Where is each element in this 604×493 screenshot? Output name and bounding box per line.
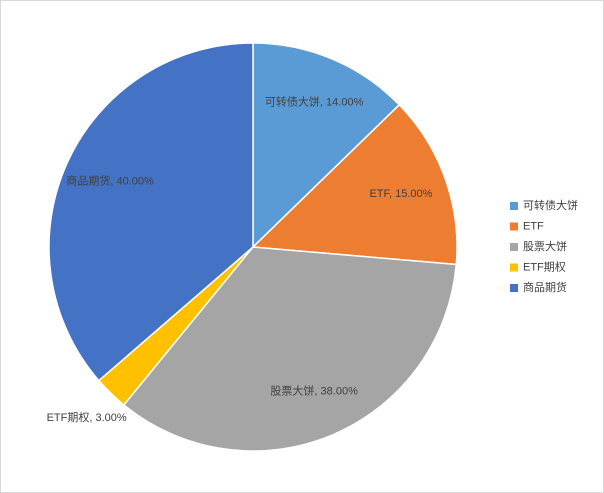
data-label-category: 股票大饼 [270,384,314,398]
legend-swatch [510,202,518,210]
data-label-value: 40.00% [117,176,155,188]
data-label: ETF期权, 3.00% [47,411,127,424]
data-label: 商品期货, 40.00% [66,174,154,188]
pie-slice [252,42,401,249]
legend-label: 商品期货 [523,280,567,294]
data-label-separator: , [89,412,95,424]
legend-swatch [510,263,518,272]
data-label-category: 可转债大饼 [265,94,320,108]
pie-slice [122,246,458,452]
legend-swatch [510,243,518,251]
data-label-separator: , [389,188,395,200]
legend-label: ETF期权 [523,260,566,273]
data-label: ETF, 15.00% [369,188,432,200]
data-label-category: 商品期货 [66,174,110,188]
legend-label: 可转债大饼 [523,198,578,212]
data-label-value: 15.00% [395,188,433,200]
legend-label: ETF [523,220,544,232]
data-label-separator: , [320,96,326,108]
data-label-separator: , [110,176,116,188]
legend-label: 股票大饼 [523,239,567,253]
legend-swatch [510,284,518,292]
legend-swatch [510,222,518,231]
data-label-category: ETF期权 [47,411,90,424]
data-label-value: 38.00% [321,386,359,398]
data-label-value: 14.00% [326,96,364,108]
data-label-separator: , [314,386,320,398]
data-label: 股票大饼, 38.00% [270,384,358,398]
pie-slice [251,103,458,266]
pie-slice [48,42,254,382]
data-label-value: 3.00% [96,412,127,424]
data-label-category: ETF [369,188,390,200]
data-label: 可转债大饼, 14.00% [265,94,364,108]
